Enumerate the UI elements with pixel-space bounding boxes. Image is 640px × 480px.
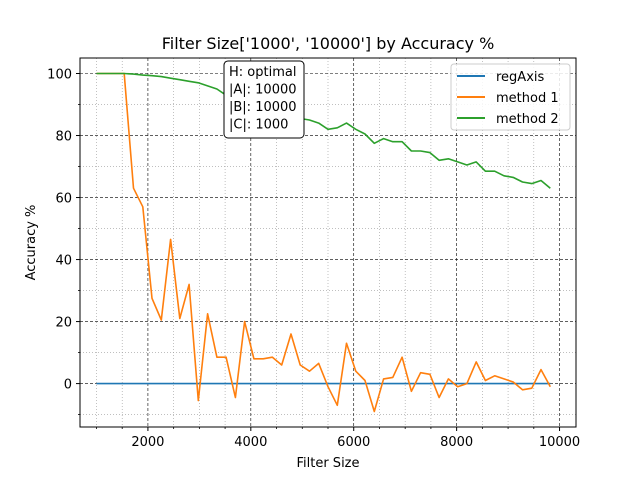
- y-tick-label: 80: [55, 130, 72, 145]
- x-tick-label: 2000: [131, 435, 164, 450]
- x-tick-label: 8000: [440, 435, 473, 450]
- annotation-line: |C|: 1000: [229, 118, 288, 133]
- legend-label: method 2: [496, 112, 559, 127]
- axis-ticks: 2000 4000 6000 8000 10000 0 20 40 60 80 100: [47, 68, 580, 450]
- x-tick-label: 10000: [539, 435, 580, 450]
- legend-label: method 1: [496, 91, 559, 106]
- annotation-line: |A|: 10000: [229, 83, 297, 98]
- y-tick-label: 0: [64, 378, 72, 393]
- y-tick-label: 100: [47, 68, 72, 83]
- x-axis-label: Filter Size: [296, 456, 359, 471]
- y-tick-label: 60: [55, 192, 72, 207]
- annotation-box: H: optimal |A|: 10000 |B|: 10000 |C|: 1000: [223, 60, 305, 139]
- annotation-frame: [223, 60, 305, 139]
- y-tick-label: 20: [55, 316, 72, 331]
- legend-label: regAxis: [496, 70, 545, 85]
- legend-frame: [450, 63, 571, 131]
- y-tick-label: 40: [55, 254, 72, 269]
- y-axis-label: Accuracy %: [24, 205, 39, 281]
- chart-title: Filter Size['1000', '10000'] by Accuracy…: [162, 34, 495, 53]
- x-tick-label: 4000: [234, 435, 267, 450]
- annotation-line: H: optimal: [229, 65, 296, 80]
- annotation-line: |B|: 10000: [229, 100, 297, 115]
- legend: regAxis method 1 method 2: [450, 63, 571, 131]
- series-line-method-2: [96, 72, 551, 189]
- series-layer: [96, 72, 552, 413]
- series-line-method-1: [96, 72, 552, 413]
- x-tick-label: 6000: [337, 435, 370, 450]
